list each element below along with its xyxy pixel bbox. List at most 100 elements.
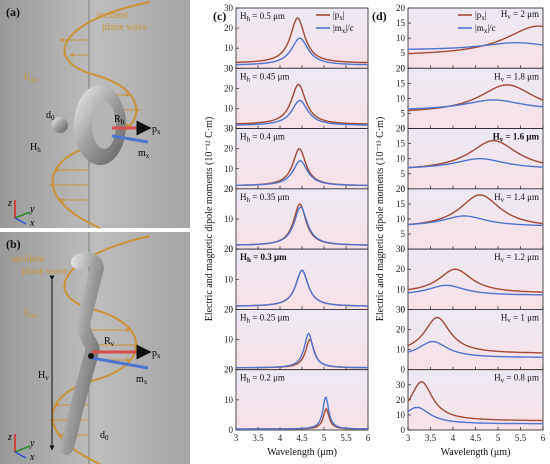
incident-label-1: incident bbox=[96, 10, 128, 21]
series-line-px bbox=[407, 381, 543, 422]
einc-label: Einc bbox=[24, 72, 39, 84]
legend-entry: |px| bbox=[475, 10, 487, 22]
series-line-mx bbox=[407, 340, 543, 358]
y-tick-label: 10 bbox=[224, 43, 234, 53]
incident-label-b1: incident bbox=[12, 254, 44, 265]
y-tick-label: 0 bbox=[229, 124, 234, 134]
mx-arrow bbox=[111, 134, 149, 144]
subplot-label: Hv = 1.8 μm bbox=[494, 71, 539, 83]
subplot-1: 0 10 20 30 Hh = 0.5 μm |px||mx|/c bbox=[224, 3, 369, 73]
torus-end bbox=[52, 117, 68, 133]
y-tick-label: 10 bbox=[224, 274, 234, 284]
subplot-6: 0 10 20 Hh = 0.25 μm bbox=[224, 304, 369, 375]
series-line-mx bbox=[236, 396, 368, 430]
y-tick-label: 0 bbox=[401, 365, 406, 375]
einc-label-b: Einc bbox=[24, 308, 39, 320]
y-tick-label: 10 bbox=[224, 164, 234, 174]
chart-panel-d: (d) 0 5 10 15 20 Hv = 2 μm |px||mx|/c 0 5 10 15 20 Hv… bbox=[372, 3, 546, 458]
series-line-px bbox=[235, 83, 368, 125]
x-axis-label: Wavelength (μm) bbox=[267, 447, 337, 458]
subplot-label: Hh = 0.2 μm bbox=[240, 373, 285, 385]
y-tick-label: 10 bbox=[224, 103, 234, 113]
subplot-2: 0 5 10 15 20 Hv = 1.8 μm bbox=[396, 63, 544, 134]
y-axis-label: Electric and magnetic dipole moments (10… bbox=[375, 117, 386, 322]
x-tick-label: 3.5 bbox=[425, 433, 437, 443]
series-line-px bbox=[407, 316, 544, 354]
series-line-mx bbox=[407, 406, 543, 425]
y-tick-label: 20 bbox=[396, 184, 406, 194]
series-line-mx bbox=[235, 206, 368, 246]
y-tick-label: 0 bbox=[229, 425, 234, 435]
series-line-mx bbox=[236, 160, 368, 187]
y-tick-label: 20 bbox=[396, 124, 406, 134]
y-tick-label: 5 bbox=[401, 169, 406, 179]
y-tick-label: 30 bbox=[396, 380, 406, 390]
x-tick-label: 4.5 bbox=[296, 433, 308, 443]
series-line-mx bbox=[236, 332, 368, 369]
y-tick-label: 10 bbox=[224, 335, 234, 345]
x-tick-label: 4 bbox=[278, 433, 283, 443]
subplot-4: 0 10 20 Hh = 0.35 μm bbox=[224, 184, 369, 254]
y-tick-label: 30 bbox=[396, 304, 406, 314]
y-tick-label: 0 bbox=[229, 304, 234, 314]
subplot-label: Hh = 0.5 μm bbox=[240, 11, 285, 23]
rv-label: Rv bbox=[104, 336, 115, 348]
x-tick-label: 3.5 bbox=[252, 433, 264, 443]
y-tick-label: 20 bbox=[224, 144, 234, 154]
subplot-6: 0 10 20 30 Hv = 1 μm bbox=[396, 304, 544, 375]
series-line-px bbox=[407, 268, 543, 293]
y-tick-label: 0 bbox=[229, 244, 234, 254]
hv-label: Hv bbox=[38, 370, 49, 382]
x-tick-label: 3 bbox=[234, 433, 239, 443]
px-label: px bbox=[152, 124, 161, 136]
series-line-mx bbox=[408, 99, 544, 110]
mx-label-b: mx bbox=[136, 374, 148, 386]
y-tick-label: 10 bbox=[396, 345, 406, 355]
y-tick-label: 10 bbox=[224, 395, 234, 405]
x-tick-label: 4.5 bbox=[470, 433, 482, 443]
hh-label: Hh bbox=[30, 142, 41, 154]
y-tick-label: 15 bbox=[396, 78, 406, 88]
y-axis-label: Electric and magnetic dipole moments (10… bbox=[204, 117, 215, 322]
svg-text:x: x bbox=[29, 452, 35, 463]
y-tick-label: 20 bbox=[396, 63, 406, 73]
svg-text:y: y bbox=[29, 204, 35, 215]
panel-label: (c) bbox=[213, 9, 226, 23]
y-tick-label: 30 bbox=[224, 3, 234, 13]
mx-arrow-b bbox=[91, 356, 149, 370]
subplot-label: Hh = 0.35 μm bbox=[240, 192, 289, 204]
x-tick-label: 5 bbox=[496, 433, 501, 443]
subplot-label: Hv = 1.4 μm bbox=[494, 192, 539, 204]
panel-label: (d) bbox=[372, 9, 387, 23]
svg-text:z: z bbox=[7, 432, 12, 443]
subplot-frame bbox=[235, 7, 369, 69]
x-tick-label: 6 bbox=[366, 433, 371, 443]
subplot-label: Hh = 0.45 μm bbox=[240, 71, 289, 83]
y-tick-label: 20 bbox=[396, 325, 406, 335]
d0-label: d0 bbox=[46, 110, 55, 122]
series-line-mx bbox=[236, 37, 368, 66]
axes-triad-b: z y x bbox=[7, 432, 35, 463]
svg-text:y: y bbox=[29, 438, 35, 449]
x-tick-label: 5 bbox=[322, 433, 327, 443]
y-tick-label: 15 bbox=[396, 139, 406, 149]
x-tick-label: 6 bbox=[541, 433, 546, 443]
y-tick-label: 30 bbox=[224, 124, 234, 134]
subplot-frame bbox=[235, 128, 369, 190]
subplot-label: Hv = 2 μm bbox=[501, 9, 539, 21]
subplot-4: 0 5 10 15 20 Hv = 1.4 μm bbox=[396, 184, 544, 254]
y-tick-label: 20 bbox=[224, 184, 234, 194]
legend-entry: |mx|/c bbox=[333, 23, 354, 35]
subplot-frame bbox=[235, 188, 369, 250]
y-tick-label: 20 bbox=[224, 23, 234, 33]
y-tick-label: 0 bbox=[229, 63, 234, 73]
y-tick-label: 30 bbox=[224, 63, 234, 73]
subplot-1: 0 5 10 15 20 Hv = 2 μm |px||mx|/c bbox=[396, 3, 544, 73]
series-line-px bbox=[407, 194, 544, 226]
subplot-3: 0 5 10 15 20 Hv = 1.6 μm bbox=[396, 124, 544, 194]
series-line-mx bbox=[407, 158, 544, 169]
x-axis-label: Wavelength (μm) bbox=[441, 447, 511, 458]
y-tick-label: 10 bbox=[396, 93, 406, 103]
series-line-px bbox=[235, 17, 369, 64]
